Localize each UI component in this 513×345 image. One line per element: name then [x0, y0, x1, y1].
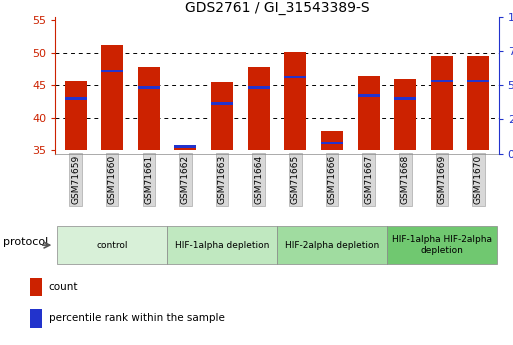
Bar — [30, 309, 42, 328]
Bar — [321, 142, 343, 145]
Bar — [467, 80, 489, 82]
Title: GDS2761 / GI_31543389-S: GDS2761 / GI_31543389-S — [185, 1, 369, 15]
Bar — [174, 148, 196, 150]
Text: protocol: protocol — [3, 237, 48, 247]
Bar — [248, 67, 270, 150]
FancyBboxPatch shape — [167, 226, 277, 264]
Bar — [211, 102, 233, 105]
Bar — [65, 81, 87, 150]
FancyBboxPatch shape — [387, 226, 497, 264]
Bar — [394, 97, 416, 100]
Text: percentile rank within the sample: percentile rank within the sample — [49, 314, 225, 323]
Bar — [138, 86, 160, 89]
Bar — [138, 67, 160, 150]
Text: HIF-2alpha depletion: HIF-2alpha depletion — [285, 240, 379, 250]
FancyBboxPatch shape — [57, 226, 167, 264]
Bar — [394, 79, 416, 150]
Bar — [321, 131, 343, 150]
Text: HIF-1alpha HIF-2alpha
depletion: HIF-1alpha HIF-2alpha depletion — [392, 235, 492, 255]
Bar — [174, 145, 196, 148]
Bar — [30, 278, 42, 296]
Bar — [284, 76, 306, 78]
Bar — [431, 80, 453, 82]
FancyBboxPatch shape — [277, 226, 387, 264]
Bar — [248, 86, 270, 89]
Bar — [431, 56, 453, 150]
Bar — [211, 82, 233, 150]
Bar — [467, 56, 489, 150]
Bar — [358, 76, 380, 150]
Bar — [65, 97, 87, 100]
Bar — [358, 95, 380, 97]
Text: count: count — [49, 282, 78, 292]
Text: control: control — [96, 240, 128, 250]
Bar — [284, 52, 306, 150]
Bar — [101, 70, 123, 72]
Text: HIF-1alpha depletion: HIF-1alpha depletion — [175, 240, 269, 250]
Bar — [101, 45, 123, 150]
